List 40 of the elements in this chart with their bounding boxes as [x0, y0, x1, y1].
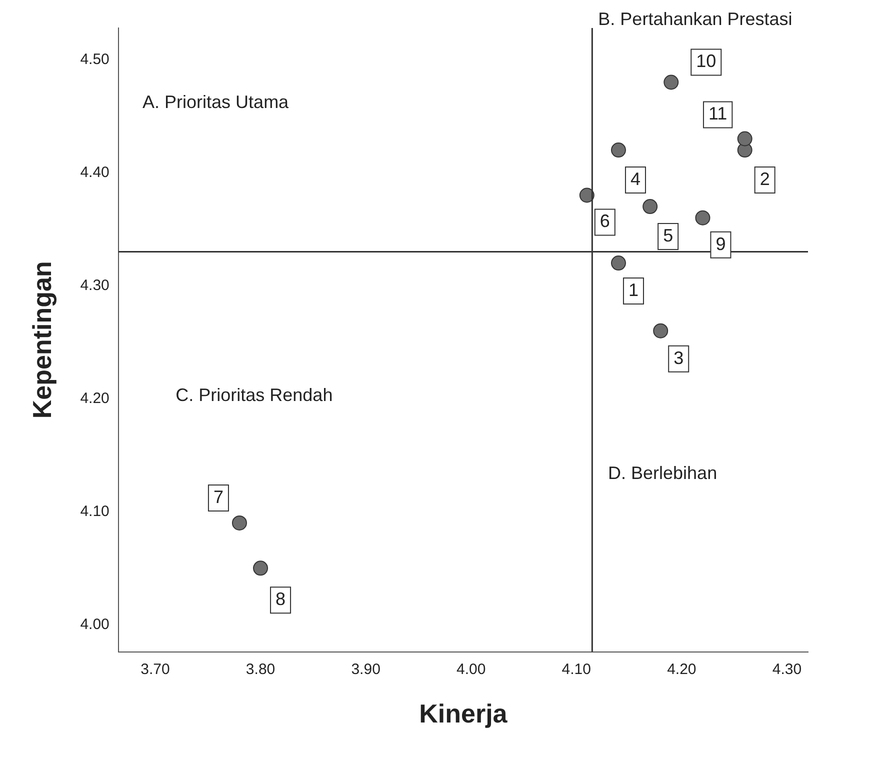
y-tick-label: 4.00 — [80, 616, 110, 633]
x-tick-label: 3.80 — [246, 660, 276, 678]
annotation: D. Berlebihan — [608, 462, 718, 483]
annotation: 5 — [663, 226, 674, 246]
x-tick-label: 3.90 — [351, 660, 380, 678]
y-tick-label: 4.10 — [80, 502, 110, 520]
point — [610, 142, 626, 158]
annotation: A. Prioritas Utama — [142, 92, 290, 112]
point — [653, 323, 668, 338]
point — [695, 210, 710, 226]
point — [642, 199, 658, 214]
point — [579, 188, 594, 203]
annotation: 11 — [708, 104, 728, 124]
annotation: 3 — [674, 348, 684, 368]
y-tick-label: 4.50 — [80, 50, 110, 68]
x-axis-title: Kinerja — [419, 698, 508, 729]
annotation: 2 — [760, 169, 770, 190]
annotation: 4 — [630, 169, 640, 190]
annotation: 10 — [696, 51, 716, 72]
y-tick-label: 4.20 — [80, 390, 110, 407]
annotation: 7 — [213, 486, 224, 507]
annotation: B. Pertahankan Prestasi — [598, 8, 792, 29]
annotation: 8 — [276, 589, 286, 610]
x-tick-label: 4.00 — [456, 660, 486, 678]
point — [737, 131, 752, 146]
x-tick-label: 4.10 — [562, 660, 591, 678]
annotation: 9 — [716, 234, 726, 254]
point — [610, 256, 626, 271]
annotation: C. Prioritas Rendah — [176, 385, 333, 406]
annotation: 6 — [600, 211, 610, 232]
point — [232, 515, 247, 530]
point — [664, 74, 679, 90]
y-axis-title: Kepentingan — [26, 261, 57, 419]
point — [253, 560, 268, 576]
annotation: 1 — [628, 280, 638, 300]
y-tick-label: 4.40 — [80, 164, 110, 181]
y-tick-label: 4.30 — [80, 276, 110, 294]
x-tick-label: 4.20 — [667, 660, 696, 678]
x-tick-label: 3.70 — [140, 660, 170, 678]
x-tick-label: 4.30 — [772, 660, 802, 678]
